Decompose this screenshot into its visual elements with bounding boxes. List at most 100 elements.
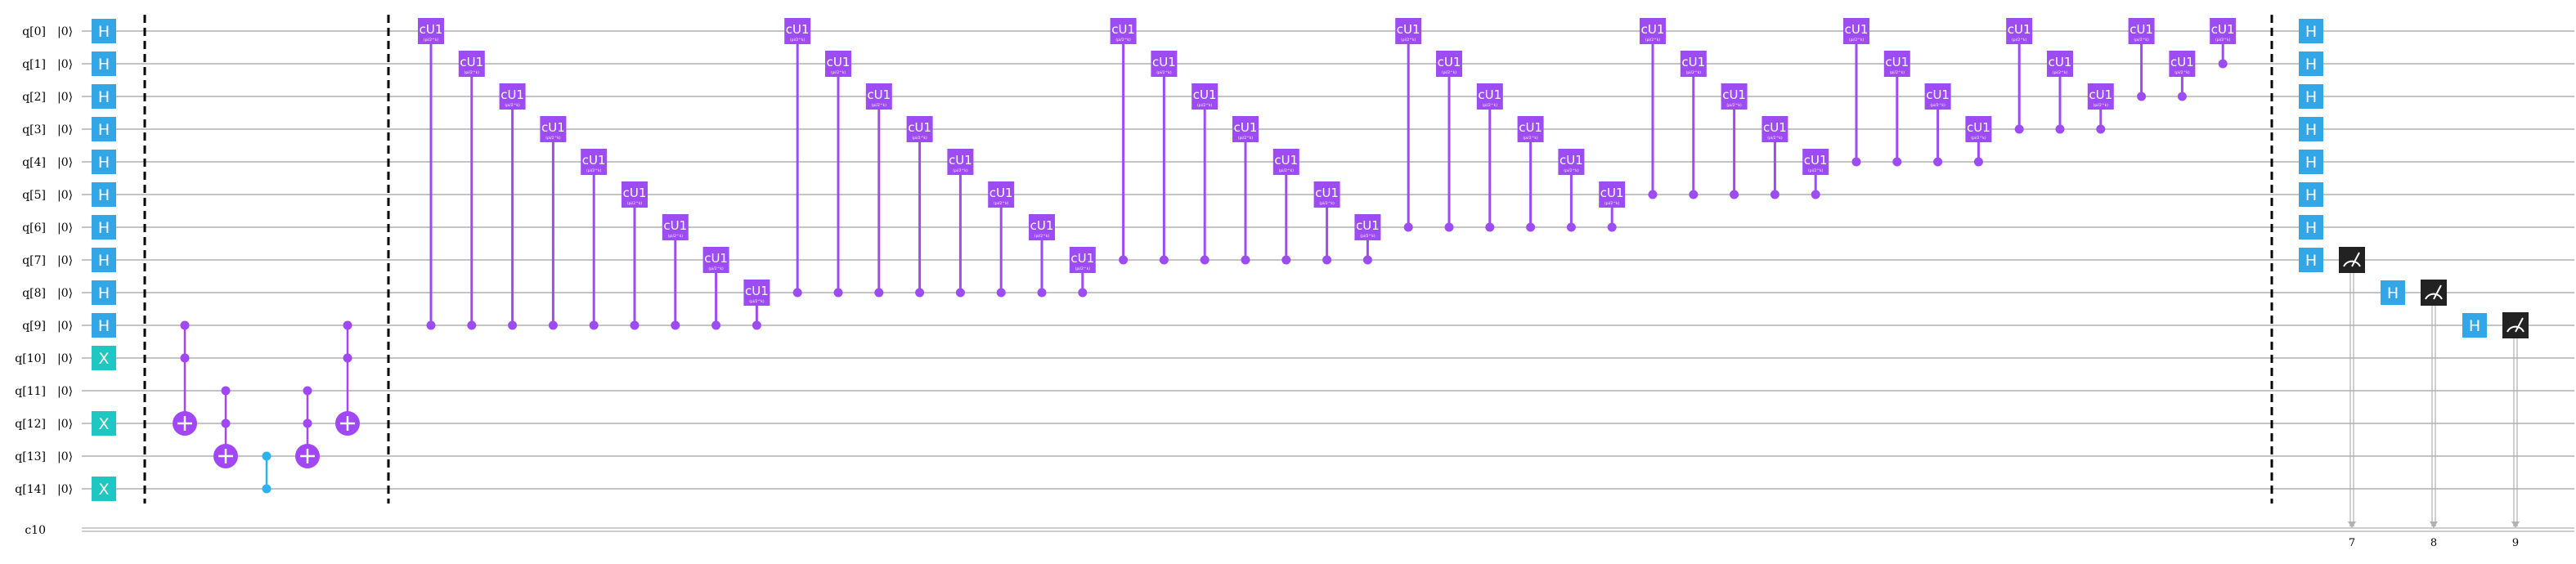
cu1-box [1313,181,1340,208]
cu1-box [1640,18,1666,44]
h-gate-label: H [98,186,110,204]
cu1-control-dot [508,320,518,330]
initial-state-label: |0⟩ [57,25,73,38]
cu1-box [1395,18,1422,44]
cu1-box [2047,51,2073,77]
cu1-box [581,149,608,175]
cu1-param-label: (pi/2^k) [1523,136,1538,141]
qubit-label: q[7] [22,254,46,267]
h-gate-box [92,248,116,272]
cu1-label: cU1 [1070,251,1094,266]
cu1-control-dot [1607,222,1617,232]
cu1-label: cU1 [500,87,524,102]
cz-dot [262,484,272,494]
cu1-param-label: (pi/2^k) [1483,103,1498,108]
cu1-control-dot [1485,222,1495,232]
h-gate-box [92,313,116,338]
cu1-label: cU1 [2170,55,2194,69]
cu1-control-dot [833,288,843,298]
h-gate-label: H [2305,186,2317,204]
cu1-box [1151,51,1178,77]
qubit-label: q[4] [22,156,46,169]
initial-state-label: |0⟩ [57,91,73,104]
cu1-control-dot [1892,157,1902,167]
x-gate-label: X [98,481,109,499]
h-gate-box [92,51,116,76]
qubit-label: q[12] [15,418,46,431]
cu1-param-label: (pi/2^k) [872,103,887,108]
cu1-box [988,181,1015,208]
h-gate-box [2299,51,2323,76]
cu1-label: cU1 [1804,153,1828,168]
qubit-label: q[1] [22,58,46,71]
cu1-control-dot [630,320,640,330]
cu1-label: cU1 [949,153,972,168]
h-gate: H [2299,19,2323,43]
cu1-control-dot [1689,190,1699,199]
cu1-gate: cU1(pi/2^k) [2169,51,2196,101]
cu1-param-label: (pi/2^k) [1971,136,1986,141]
cu1-param-label: (pi/2^k) [1279,168,1295,173]
cnot-control-dot [343,353,352,363]
cu1-box [622,181,648,208]
cu1-param-label: (pi/2^k) [545,136,561,141]
cu1-gate: cU1(pi/2^k) [1680,51,1707,199]
cu1-gate: cU1(pi/2^k) [662,214,689,330]
cu1-box [1069,247,1096,273]
cu1-control-dot [467,320,477,330]
cu1-label: cU1 [1315,186,1339,200]
cu1-param-label: (pi/2^k) [1360,234,1376,239]
cu1-box [1721,83,1748,110]
cu1-control-dot [1526,222,1536,232]
cu1-param-label: (pi/2^k) [464,70,480,75]
meter-arc-icon [2425,293,2443,300]
cu1-param-label: (pi/2^k) [2215,38,2231,43]
cu1-control-dot [426,320,436,330]
cu1-box [1110,18,1137,44]
h-gate-label: H [2305,88,2317,106]
h-gate-label: H [98,23,110,41]
cu1-box [1761,116,1788,142]
cu1-control-dot [2218,59,2228,69]
cu1-control-dot [589,320,599,330]
cu1-box [1192,83,1218,110]
cu1-param-label: (pi/2^k) [668,234,684,239]
cu1-param-label: (pi/2^k) [790,38,806,43]
cu1-param-label: (pi/2^k) [424,38,439,43]
h-gate-box [2299,84,2323,109]
cu1-gate: cU1(pi/2^k) [1558,149,1585,232]
cu1-control-dot [2096,124,2106,134]
cnot-gate [173,320,197,436]
cu1-control-dot [548,320,558,330]
cu1-label: cU1 [1397,22,1420,37]
cu1-label: cU1 [1111,22,1135,37]
cu1-label: cU1 [1193,87,1217,102]
cu1-gate: cU1(pi/2^k) [947,149,974,298]
cu1-label: cU1 [1641,22,1665,37]
cu1-param-label: (pi/2^k) [953,168,968,173]
initial-state-label: |0⟩ [57,450,73,463]
cu1-control-dot [2137,92,2147,101]
cu1-control-dot [996,288,1006,298]
cu1-param-label: (pi/2^k) [2174,70,2190,75]
cu1-label: cU1 [1967,120,1990,135]
cu1-box [743,280,770,306]
cu1-control-dot [1933,157,1943,167]
cu1-label: cU1 [2089,87,2112,102]
cu1-label: cU1 [1600,186,1624,200]
cu1-box [865,83,892,110]
cu1-gate: cU1(pi/2^k) [1272,149,1299,265]
cnot-control-dot [303,386,312,396]
x-gate: X [92,477,116,501]
cnot-gate [295,386,320,468]
cu1-control-dot [792,288,802,298]
qubit-label: q[0] [22,25,46,38]
h-gate-label: H [2387,284,2399,302]
cnot-control-dot [343,320,352,330]
cu1-param-label: (pi/2^k) [749,299,765,304]
cu1-param-label: (pi/2^k) [1849,38,1865,43]
cu1-box [499,83,526,110]
h-gate: H [92,117,116,141]
cu1-control-dot [2014,124,2024,134]
cu1-control-dot [711,320,721,330]
